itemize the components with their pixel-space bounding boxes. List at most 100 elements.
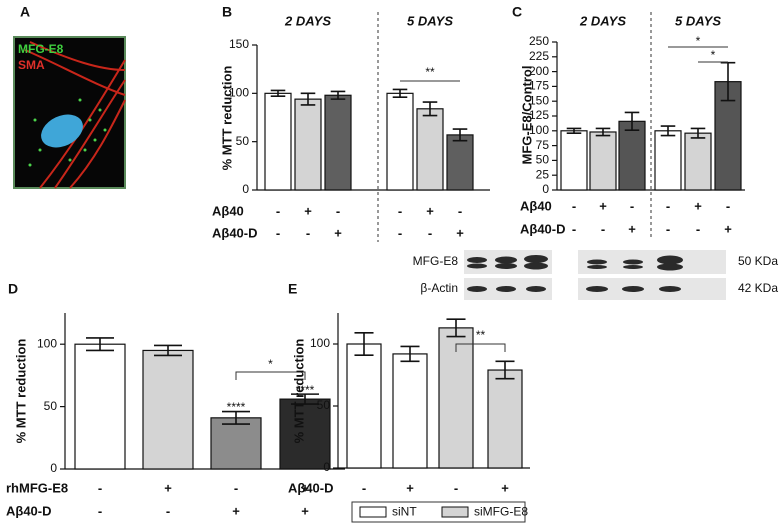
chart: B % MTT reduction 0 50 100 150 Aβ40 - + - - + - Aβ40-… (212, 4, 490, 242)
row-label: Aβ40-D (520, 221, 566, 236)
significance: **** (296, 383, 315, 397)
group-label: 5 DAYS (407, 13, 453, 28)
bar (386, 92, 414, 191)
y-tick-label: 0 (242, 182, 249, 196)
panel-letter: A (20, 4, 30, 20)
group-label: 2 DAYS (579, 13, 626, 28)
nucleus (41, 114, 83, 148)
row-sign: + (694, 198, 702, 213)
bar (618, 120, 646, 191)
error-bar (446, 318, 466, 338)
significance: * (696, 34, 701, 48)
bar (446, 134, 474, 191)
y-tick-label: 50 (236, 134, 250, 148)
stain-label: MFG-E8 (18, 42, 64, 56)
row-sign: - (276, 203, 280, 218)
error-bar (354, 332, 374, 356)
y-tick-label: 200 (529, 64, 549, 78)
row-label: Aβ40-D (288, 480, 334, 495)
row-sign: - (276, 225, 280, 240)
error-bar (154, 344, 182, 357)
error-bar (495, 360, 515, 380)
significance-line (235, 371, 306, 380)
image-panel: A MFG-E8 SMA (13, 4, 126, 189)
legend-label: siMFG-E8 (474, 505, 528, 519)
bar (324, 94, 352, 191)
row-sign: - (726, 198, 730, 213)
bar (294, 98, 322, 191)
row-sign: + (456, 225, 464, 240)
blot-size: 50 KDa (738, 254, 778, 268)
y-tick-label: 50 (44, 399, 58, 413)
row-sign: + (232, 503, 240, 518)
row-label: Aβ40-D (6, 503, 52, 518)
error-bar (660, 125, 676, 137)
y-tick-label: 250 (529, 34, 549, 48)
error-bar (400, 345, 420, 363)
bar (264, 92, 292, 191)
y-tick-label: 100 (229, 86, 249, 100)
row-sign: - (98, 480, 102, 495)
y-tick-label: 50 (317, 398, 331, 412)
row-sign: - (454, 480, 458, 495)
row-label: Aβ40 (520, 198, 552, 213)
error-bar (300, 92, 316, 106)
micrograph (13, 36, 126, 189)
bar (654, 130, 682, 191)
error-bar (291, 393, 319, 405)
significance: * (268, 357, 273, 371)
group-label: 5 DAYS (675, 13, 721, 28)
error-bar (86, 337, 114, 352)
significance-line (455, 343, 506, 352)
row-label: rhMFG-E8 (6, 480, 68, 495)
western-blot: MFG-E8 β-Actin 50 KDa 42 KDa (413, 250, 778, 300)
row-sign: + (501, 480, 509, 495)
panel-letter: E (288, 281, 297, 297)
stain-label: SMA (18, 58, 45, 72)
significance: ** (425, 65, 435, 79)
row-sign: + (164, 480, 172, 495)
legend-swatch (359, 506, 387, 518)
y-tick-label: 0 (50, 461, 57, 475)
blot-strip (578, 278, 726, 300)
y-tick-label: 100 (529, 123, 549, 137)
row-sign: + (334, 225, 342, 240)
y-tick-label: 100 (310, 336, 330, 350)
row-sign: - (98, 503, 102, 518)
row-sign: - (696, 221, 700, 236)
row-sign: - (666, 221, 670, 236)
y-tick-label: 150 (529, 93, 549, 107)
row-sign: + (301, 480, 309, 495)
group-label: 2 DAYS (284, 13, 331, 28)
blot-size: 42 KDa (738, 281, 778, 295)
row-sign: + (628, 221, 636, 236)
bar (210, 417, 262, 470)
row-sign: - (398, 225, 402, 240)
row-sign: - (362, 480, 366, 495)
panel-letter: B (222, 4, 232, 20)
error-bar (270, 89, 286, 98)
row-sign: - (166, 503, 170, 518)
bar (684, 132, 712, 191)
y-tick-label: 100 (37, 336, 57, 350)
row-sign: + (599, 198, 607, 213)
error-bar (452, 128, 468, 142)
error-bar (595, 127, 611, 137)
row-sign: - (572, 221, 576, 236)
row-sign: - (398, 203, 402, 218)
y-tick-label: 25 (536, 167, 550, 181)
bar (589, 131, 617, 191)
panel-letter: D (8, 281, 18, 297)
row-sign: - (336, 203, 340, 218)
y-tick-label: 50 (536, 153, 550, 167)
error-bar (330, 90, 346, 100)
y-axis-label: % MTT reduction (219, 66, 234, 171)
bar (392, 353, 428, 469)
bar (142, 349, 194, 470)
row-sign: - (458, 203, 462, 218)
bar (74, 343, 126, 470)
bar (487, 369, 523, 469)
row-sign: - (666, 198, 670, 213)
